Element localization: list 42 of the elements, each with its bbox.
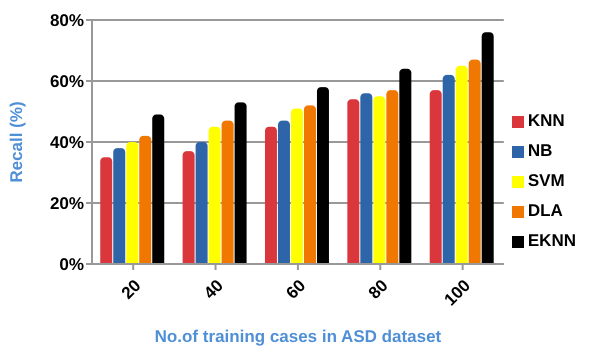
y-tick-label: 60% [50, 72, 84, 92]
bar [304, 105, 316, 264]
bar [456, 66, 468, 264]
legend-label: DLA [528, 201, 563, 220]
bar [360, 93, 372, 264]
bar [442, 74, 455, 264]
bar [373, 96, 386, 264]
bar [347, 99, 360, 264]
bar [196, 142, 208, 264]
y-tick-label: 80% [50, 11, 84, 30]
legend-label: EKNN [528, 231, 576, 250]
bar [139, 136, 152, 264]
y-tick-label: 20% [50, 194, 84, 214]
bar [208, 126, 221, 264]
y-axis-title: Recall (%) [7, 101, 26, 183]
x-axis-title: No.of training cases in ASD dataset [154, 327, 442, 346]
bar [399, 68, 412, 264]
legend-label: KNN [528, 111, 565, 130]
bar [316, 87, 329, 264]
bar [278, 120, 290, 264]
x-tick-label: 100 [440, 276, 474, 310]
bar [430, 90, 442, 264]
bar [482, 32, 494, 264]
x-tick-label: 60 [282, 276, 310, 303]
x-tick-label: 20 [118, 276, 145, 303]
y-tick-label: 40% [50, 133, 84, 152]
x-tick-label: 80 [364, 276, 392, 303]
bar [100, 157, 112, 264]
bar [386, 90, 398, 264]
bar [264, 126, 277, 264]
bar [113, 148, 126, 264]
bar [468, 60, 481, 264]
bar [290, 108, 303, 264]
x-tick-label: 40 [200, 276, 227, 303]
bar [152, 114, 164, 264]
bar [222, 120, 234, 264]
y-tick-label: 0% [59, 255, 84, 274]
legend-label: SVM [528, 171, 565, 190]
legend-label: NB [528, 141, 552, 160]
bar [234, 102, 247, 264]
bar [182, 151, 195, 264]
bar [126, 142, 138, 264]
